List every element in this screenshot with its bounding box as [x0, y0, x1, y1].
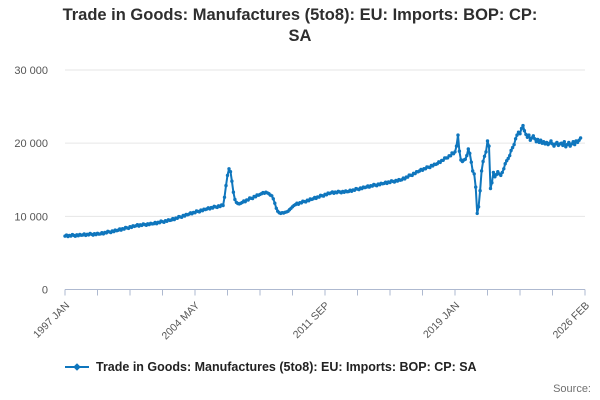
data-point-marker: [271, 197, 275, 201]
data-point-marker: [233, 197, 237, 202]
data-point-marker: [573, 142, 577, 147]
data-point-marker: [463, 157, 467, 161]
data-point-marker: [561, 143, 565, 148]
data-point-marker: [468, 151, 472, 156]
data-point-marker: [227, 167, 231, 171]
data-point-marker: [465, 153, 469, 158]
data-point-marker: [524, 132, 528, 137]
data-point-marker: [270, 194, 274, 198]
data-point-marker: [478, 189, 482, 193]
data-point-marker: [479, 169, 484, 173]
y-tick-label: 0: [42, 285, 48, 297]
data-point-marker: [527, 133, 531, 137]
x-tick-label: 2019 JAN: [421, 300, 462, 341]
source-label: Source:: [553, 383, 591, 395]
data-point-marker: [494, 172, 499, 177]
data-point-marker: [502, 167, 506, 171]
data-point-marker: [474, 185, 478, 189]
data-point-marker: [519, 126, 524, 131]
chart-title: Trade in Goods: Manufactures (5to8): EU:…: [0, 5, 600, 47]
data-point-marker: [522, 129, 527, 133]
data-point-marker: [508, 153, 512, 158]
data-point-marker: [513, 137, 518, 141]
data-point-marker: [221, 203, 225, 208]
data-point-marker: [481, 159, 485, 164]
data-point-marker: [518, 132, 522, 136]
data-point-marker: [549, 139, 553, 143]
data-point-marker: [457, 149, 462, 153]
y-tick-label: 10 000: [14, 211, 48, 223]
data-point-marker: [521, 123, 525, 128]
data-point-marker: [225, 173, 230, 178]
x-tick-label: 2011 SEP: [291, 300, 332, 341]
data-point-marker: [490, 181, 494, 185]
data-point-marker: [448, 154, 453, 158]
data-point-marker: [224, 183, 228, 188]
data-point-marker: [466, 147, 470, 151]
y-tick-label: 30 000: [14, 65, 48, 77]
x-tick-label: 1997 JAN: [31, 300, 72, 341]
data-point-marker: [578, 136, 583, 140]
data-point-marker: [484, 150, 488, 154]
data-point-marker: [475, 211, 479, 216]
chart-title-line2: SA: [288, 27, 312, 45]
chart-title-line1: Trade in Goods: Manufactures (5to8): EU:…: [62, 6, 538, 24]
data-point-marker: [487, 144, 491, 148]
data-point-marker: [482, 154, 487, 158]
data-point-marker: [571, 140, 575, 144]
legend-line-marker-icon: [65, 363, 89, 371]
data-point-marker: [500, 170, 504, 175]
data-point-marker: [562, 140, 566, 144]
data-point-marker: [491, 170, 496, 175]
data-point-marker: [512, 142, 516, 147]
data-point-marker: [222, 195, 227, 199]
data-point-marker: [469, 160, 473, 164]
data-point-marker: [274, 206, 278, 210]
data-point-marker: [509, 148, 513, 153]
x-tick-label: 2026 FEB: [551, 300, 593, 342]
data-point-marker: [503, 162, 507, 166]
data-point-marker: [506, 156, 510, 161]
data-series-line: [64, 124, 582, 238]
data-point-marker: [533, 137, 537, 141]
data-point-marker: [539, 138, 543, 142]
data-point-marker: [488, 186, 493, 191]
data-point-marker: [472, 172, 476, 176]
x-tick-label: 2004 MAY: [160, 300, 203, 343]
data-point-marker: [567, 140, 571, 145]
data-point-marker: [230, 179, 234, 183]
data-point-marker: [555, 140, 559, 145]
legend-item[interactable]: Trade in Goods: Manufactures (5to8): EU:…: [64, 360, 477, 374]
data-point-marker: [476, 205, 481, 209]
data-point-marker: [531, 134, 535, 138]
data-point-marker: [273, 201, 277, 205]
data-point-marker: [515, 133, 519, 137]
legend-label: Trade in Goods: Manufactures (5to8): EU:…: [96, 360, 477, 374]
data-point-marker: [536, 137, 540, 142]
data-point-marker: [471, 169, 475, 173]
data-point-marker: [454, 144, 459, 148]
data-point-marker: [456, 133, 460, 137]
y-tick-label: 20 000: [14, 138, 48, 150]
data-point-marker: [485, 139, 490, 143]
data-point-marker: [231, 190, 236, 194]
data-point-marker: [228, 170, 233, 174]
data-point-marker: [510, 145, 515, 150]
data-point-marker: [499, 173, 503, 178]
data-point-marker: [453, 150, 457, 154]
plot-area: 0 10 000 20 000 30 000 1997 JAN 2004 MAY 2011 …: [14, 65, 593, 343]
